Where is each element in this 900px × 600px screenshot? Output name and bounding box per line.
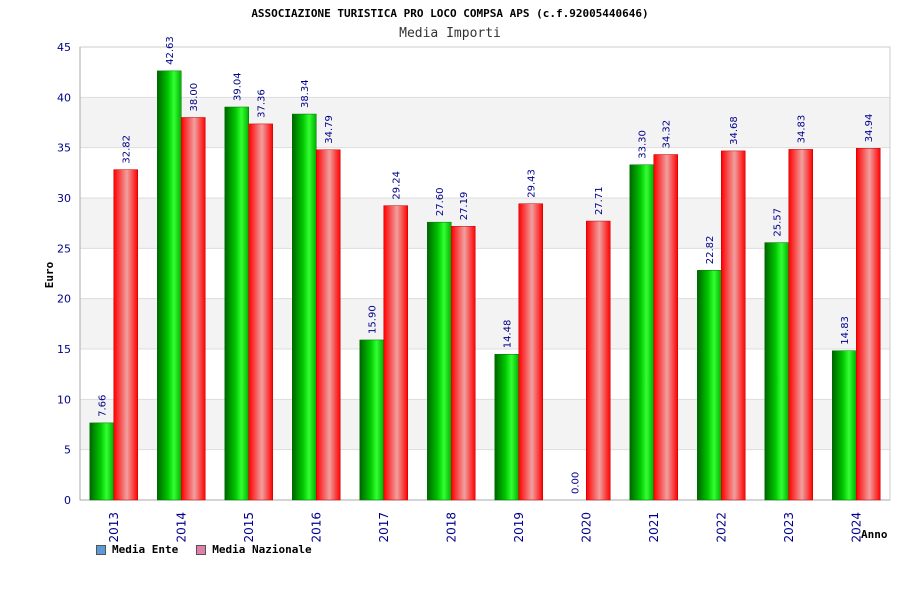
bar-media-nazionale — [856, 148, 881, 501]
legend-label-media-nazionale: Media Nazionale — [212, 543, 312, 556]
data-label-media-ente: 33.30 — [638, 130, 649, 159]
data-label-media-nazionale: 32.82 — [122, 135, 133, 164]
grid-band — [80, 198, 890, 249]
bar-media-nazionale — [316, 149, 341, 501]
bar-media-nazionale — [248, 123, 273, 501]
y-tick-label: 30 — [57, 192, 71, 205]
grid-band — [80, 349, 890, 400]
legend-swatch-media-ente — [96, 544, 106, 555]
data-label-media-ente: 14.48 — [503, 320, 514, 349]
y-tick-label: 25 — [57, 242, 71, 255]
y-tick-label: 45 — [57, 41, 71, 54]
y-tick-label: 5 — [64, 444, 71, 457]
grid-band — [80, 147, 890, 198]
chart-title: ASSOCIAZIONE TURISTICA PRO LOCO COMPSA A… — [251, 7, 648, 20]
data-label-media-nazionale: 34.94 — [864, 114, 875, 143]
y-tick-label: 40 — [57, 91, 71, 104]
y-tick-label: 0 — [64, 494, 71, 507]
data-label-media-nazionale: 29.24 — [392, 171, 403, 200]
data-label-media-nazionale: 27.19 — [459, 192, 470, 221]
bar-media-nazionale — [788, 149, 813, 501]
bar-media-ente — [427, 221, 452, 501]
data-label-media-ente: 15.90 — [368, 305, 379, 334]
bar-media-ente — [697, 270, 722, 501]
data-label-media-ente: 25.57 — [773, 208, 784, 237]
bar-media-ente — [359, 339, 384, 501]
grid-band — [80, 97, 890, 148]
bar-media-nazionale — [383, 205, 408, 501]
bar-media-nazionale — [653, 154, 678, 501]
legend-item-media-nazionale: Media Nazionale — [196, 543, 312, 556]
plot-area: 0 5 10 15 20 25 30 35 40 45 7.66 32.82 2013 42.63 38.0… — [57, 36, 891, 543]
bar-media-nazionale — [518, 203, 543, 501]
x-tick-label: 2016 — [309, 512, 323, 543]
bar-media-ente — [832, 350, 857, 501]
data-label-media-nazionale: 34.83 — [797, 115, 808, 144]
bar-media-ente — [89, 422, 114, 501]
bar-media-nazionale — [451, 226, 476, 501]
x-tick-label: 2015 — [242, 512, 256, 543]
legend-item-media-ente: Media Ente — [96, 543, 178, 556]
bar-media-ente — [764, 242, 789, 501]
y-tick-label: 35 — [57, 142, 71, 155]
grid-band — [80, 47, 890, 98]
x-tick-label: 2019 — [512, 512, 526, 543]
data-label-media-ente: 27.60 — [435, 188, 446, 217]
bar-media-ente — [292, 113, 317, 501]
grid-band — [80, 449, 890, 500]
data-label-media-ente: 7.66 — [98, 395, 109, 417]
legend-swatch-media-nazionale — [196, 544, 207, 555]
y-tick-label: 15 — [57, 343, 71, 356]
legend: Media Ente Media Nazionale — [96, 543, 312, 556]
grid-band — [80, 399, 890, 450]
data-label-media-ente: 22.82 — [705, 236, 716, 265]
bar-media-ente — [224, 106, 249, 501]
chart-subtitle: Media Importi — [399, 26, 501, 41]
x-tick-label: 2018 — [444, 512, 458, 543]
grid-band — [80, 298, 890, 349]
data-label-media-nazionale: 38.00 — [189, 83, 200, 112]
bar-media-nazionale — [586, 220, 611, 501]
x-tick-label: 2022 — [714, 512, 728, 543]
data-label-media-ente: 39.04 — [233, 72, 244, 101]
x-tick-label: 2017 — [377, 512, 391, 543]
data-label-media-ente: 38.34 — [300, 79, 311, 108]
x-tick-label: 2014 — [174, 512, 188, 543]
data-label-media-nazionale: 34.32 — [662, 120, 673, 149]
data-label-media-nazionale: 29.43 — [527, 169, 538, 198]
bar-media-nazionale — [113, 169, 138, 501]
x-tick-label: 2021 — [647, 512, 661, 543]
data-label-media-ente: 0.00 — [570, 472, 581, 494]
x-tick-label: 2013 — [107, 512, 121, 543]
bar-media-nazionale — [181, 117, 206, 501]
data-label-media-nazionale: 27.71 — [594, 186, 605, 215]
y-axis-label: Euro — [43, 261, 56, 288]
legend-label-media-ente: Media Ente — [112, 543, 179, 556]
data-label-media-nazionale: 37.36 — [257, 89, 268, 118]
grid-band — [80, 248, 890, 299]
bar-media-ente — [157, 70, 182, 501]
bar-media-ente — [494, 353, 519, 501]
x-tick-label: 2020 — [579, 512, 593, 543]
x-tick-label: 2024 — [849, 512, 863, 543]
x-tick-label: 2023 — [782, 512, 796, 543]
bar-media-nazionale — [721, 150, 746, 501]
data-label-media-ente: 42.63 — [165, 36, 176, 65]
data-label-media-nazionale: 34.68 — [729, 116, 740, 145]
x-axis-label: Anno — [861, 528, 888, 541]
y-tick-label: 10 — [57, 393, 71, 406]
bar-media-ente — [629, 164, 654, 501]
data-label-media-ente: 14.83 — [840, 316, 851, 345]
y-tick-label: 20 — [57, 293, 71, 306]
data-label-media-nazionale: 34.79 — [324, 115, 335, 144]
